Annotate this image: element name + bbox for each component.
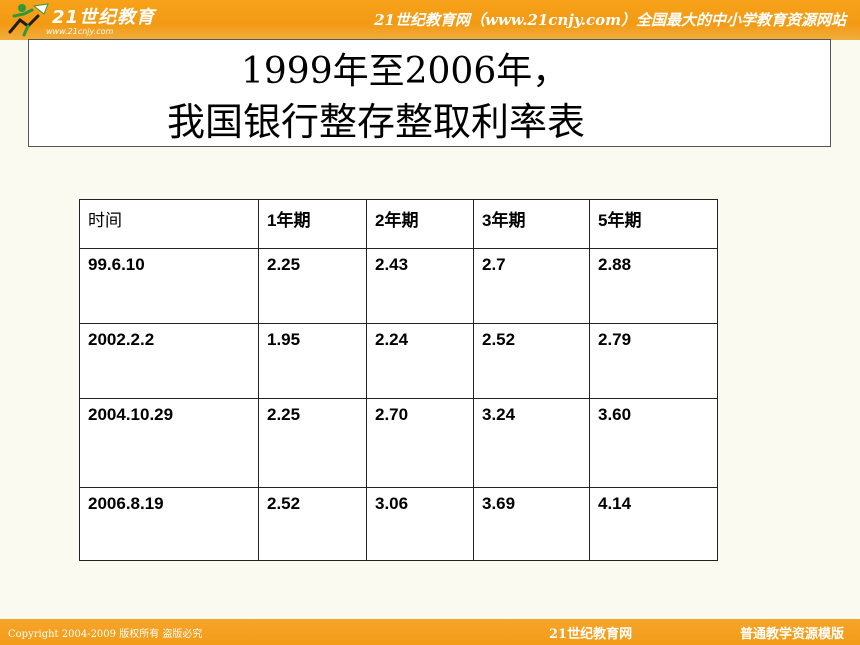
table-cell-date: 2002.2.2 bbox=[79, 323, 259, 399]
header-slogan: 21世纪教育网（www.21cnjy.com）全国最大的中小学教育资源网站 bbox=[374, 11, 846, 29]
table-cell: 2.25 bbox=[258, 398, 367, 488]
footer-brand: 21世纪教育网 bbox=[549, 627, 633, 642]
table-cell-date: 2004.10.29 bbox=[79, 398, 259, 488]
runner-logo-icon bbox=[8, 3, 49, 37]
table-cell: 2.7 bbox=[473, 248, 590, 324]
footer-band: Copyright 2004-2009 版权所有 盗版必究 21世纪教育网 普通… bbox=[0, 619, 860, 645]
table-cell: 2.79 bbox=[589, 323, 718, 399]
table-cell: 2.70 bbox=[366, 398, 474, 488]
table-row: 2004.10.29 2.25 2.70 3.24 3.60 bbox=[79, 398, 718, 488]
logo-name: 21世纪教育 bbox=[52, 7, 156, 28]
table-cell: 4.14 bbox=[589, 487, 718, 561]
table-cell: 2.52 bbox=[258, 487, 367, 561]
header-cell-3year: 3年期 bbox=[473, 199, 590, 249]
table-cell: 2.88 bbox=[589, 248, 718, 324]
logo-url: www.21cnjy.com bbox=[46, 27, 114, 36]
header-band: 21世纪教育 www.21cnjy.com 21世纪教育网（www.21cnjy… bbox=[0, 0, 860, 40]
table-cell: 2.24 bbox=[366, 323, 474, 399]
title-line-2: 我国银行整存整取利率表 bbox=[167, 100, 586, 144]
table-cell: 3.06 bbox=[366, 487, 474, 561]
table-cell: 2.25 bbox=[258, 248, 367, 324]
footer-template-label: 普通教学资源模版 bbox=[739, 627, 844, 642]
table-row: 99.6.10 2.25 2.43 2.7 2.88 bbox=[79, 248, 718, 324]
table-row: 2006.8.19 2.52 3.06 3.69 4.14 bbox=[79, 487, 718, 561]
title-box: 1999年至2006年， 我国银行整存整取利率表 bbox=[28, 39, 831, 147]
table-cell: 2.52 bbox=[473, 323, 590, 399]
table-cell: 3.60 bbox=[589, 398, 718, 488]
header-cell-2year: 2年期 bbox=[366, 199, 474, 249]
table-cell-date: 99.6.10 bbox=[79, 248, 259, 324]
interest-rate-table: 时间 1年期 2年期 3年期 5年期 99.6.10 2.25 2.43 2.7… bbox=[79, 199, 718, 561]
table-cell: 3.24 bbox=[473, 398, 590, 488]
header-cell-time: 时间 bbox=[79, 199, 259, 249]
title-line-1: 1999年至2006年， bbox=[241, 51, 569, 92]
table-header-row: 时间 1年期 2年期 3年期 5年期 bbox=[79, 199, 718, 249]
table-cell: 1.95 bbox=[258, 323, 367, 399]
header-cell-1year: 1年期 bbox=[258, 199, 367, 249]
header-cell-5year: 5年期 bbox=[589, 199, 718, 249]
table-cell: 2.43 bbox=[366, 248, 474, 324]
table-cell: 3.69 bbox=[473, 487, 590, 561]
table-row: 2002.2.2 1.95 2.24 2.52 2.79 bbox=[79, 323, 718, 399]
footer-copyright: Copyright 2004-2009 版权所有 盗版必究 bbox=[8, 629, 203, 640]
table-cell-date: 2006.8.19 bbox=[79, 487, 259, 561]
